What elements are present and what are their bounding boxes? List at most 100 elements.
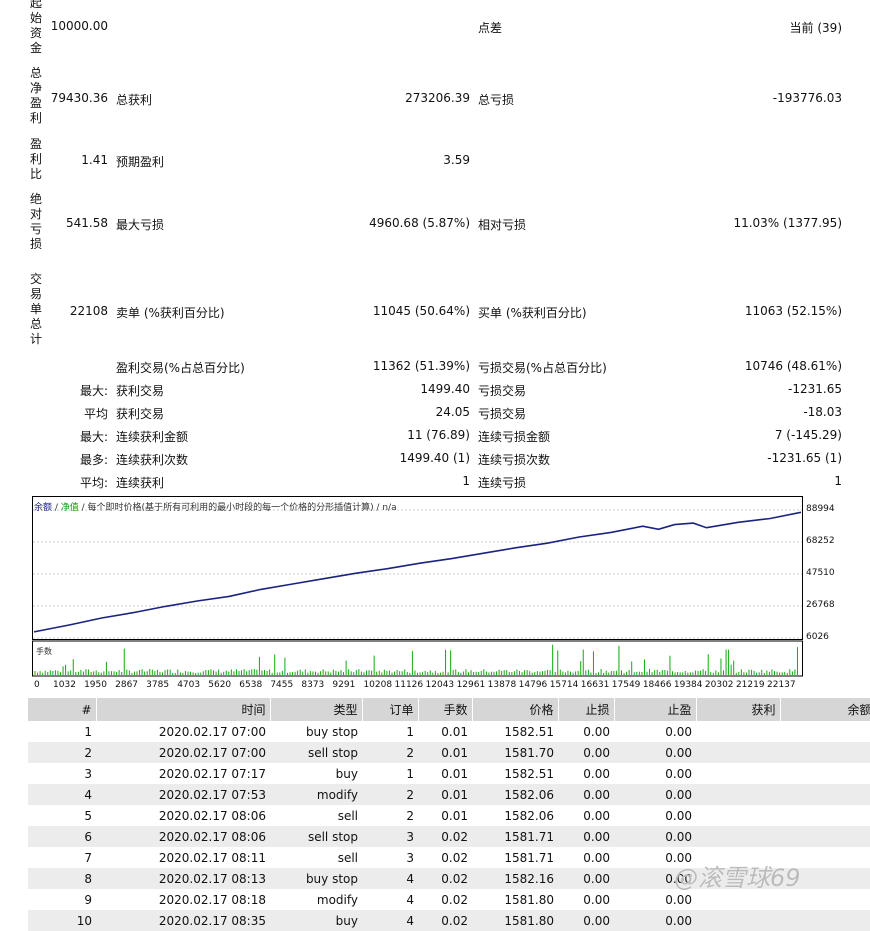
table-cell: 0.00 [558, 868, 614, 889]
table-cell: 4 [362, 910, 418, 931]
x-tick-label: 11126 [394, 680, 424, 690]
table-row[interactable]: 1 2020.02.17 07:00 buy stop 1 0.01 1582.51 0.0… [28, 721, 870, 742]
x-tick-label: 12043 [425, 680, 455, 690]
stats-row-value-left: 1499.40 [420, 382, 470, 396]
table-row[interactable]: 8 2020.02.17 08:13 buy stop 4 0.02 1582.16 0.0… [28, 868, 870, 889]
table-cell [780, 826, 870, 847]
table-cell: modify [270, 784, 362, 805]
table-row[interactable]: 7 2020.02.17 08:11 sell 3 0.02 1581.71 0.00 0.0… [28, 847, 870, 868]
table-cell: 4 [28, 784, 96, 805]
profit-factor-row: 盈利比 1.41 预期盈利 3.59 [0, 137, 870, 187]
table-cell [696, 721, 780, 742]
col-header[interactable]: 时间 [96, 698, 271, 721]
table-cell: 0.01 [418, 721, 472, 742]
abs-drawdown-value: 541.58 [66, 216, 108, 230]
col-header[interactable]: 止损 [558, 698, 615, 721]
x-tick-label: 20302 [704, 680, 734, 690]
table-cell: sell [270, 847, 362, 868]
watermark: @滚雪球69 [674, 864, 801, 892]
col-header[interactable]: # [28, 698, 97, 721]
col-header[interactable]: 获利 [696, 698, 781, 721]
table-cell: 3 [28, 763, 96, 784]
x-tick-label: 5620 [208, 680, 232, 690]
gross-loss-label: 总亏损 [478, 93, 515, 107]
max-drawdown-label: 最大亏损 [116, 218, 165, 232]
legend-separator: / [52, 503, 61, 513]
x-tick-label: 14796 [518, 680, 548, 690]
legend-balance: 余额 [34, 503, 53, 513]
table-cell: 3 [362, 826, 418, 847]
balance-graph [32, 496, 803, 678]
col-header[interactable]: 余额 [780, 698, 870, 721]
table-cell: 1582.51 [472, 763, 558, 784]
table-cell: sell [270, 805, 362, 826]
stats-row-value-right: -18.03 [803, 405, 842, 419]
initial-deposit-value: 10000.00 [50, 19, 108, 33]
table-cell: 2020.02.17 08:35 [96, 910, 270, 931]
table-cell: 2020.02.17 07:00 [96, 742, 270, 763]
table-row[interactable]: 10 2020.02.17 08:35 buy 4 0.02 1581.80 0.00 0.0… [28, 910, 870, 931]
stats-row-value-left: 24.05 [435, 405, 470, 419]
table-cell: 0.01 [418, 742, 472, 763]
table-cell: 0.00 [614, 763, 696, 784]
table-cell: 0.02 [418, 868, 472, 889]
table-row[interactable]: 6 2020.02.17 08:06 sell stop 3 0.02 1581.71 0.… [28, 826, 870, 847]
table-cell: 0.00 [558, 784, 614, 805]
table-cell: 2 [362, 742, 418, 763]
table-cell: 0.00 [614, 868, 696, 889]
table-row[interactable]: 5 2020.02.17 08:06 sell 2 0.01 1582.06 0.00 0.0… [28, 805, 870, 826]
x-tick-label: 17549 [611, 680, 641, 690]
stats-row-prefix: 平均 [83, 407, 108, 421]
table-cell [696, 868, 780, 889]
table-cell: 2020.02.17 07:00 [96, 721, 270, 742]
stats-row-value-right: 10746 (48.61%) [744, 359, 842, 373]
table-cell [696, 742, 780, 763]
stats-row-label-right: 亏损交易(%占总百分比) [478, 361, 607, 375]
table-cell [696, 784, 780, 805]
table-cell [780, 847, 870, 868]
stats-row-label-left: 获利交易 [116, 407, 165, 421]
gross-loss-value: -193776.03 [772, 91, 842, 105]
table-cell: 0.00 [614, 847, 696, 868]
orders-header-row: # 时间 类型 订单 手数 价格 止损 止盈 获利 余额 [28, 698, 870, 721]
stats-row-label-right: 亏损交易 [478, 384, 527, 398]
table-cell: 0.00 [558, 805, 614, 826]
table-cell [696, 910, 780, 931]
col-header[interactable]: 手数 [418, 698, 473, 721]
stats-row-prefix: 最大: [79, 384, 108, 398]
table-cell: 1582.51 [472, 721, 558, 742]
table-cell [780, 910, 870, 931]
table-row[interactable]: 2 2020.02.17 07:00 sell stop 2 0.01 1581.70 0.… [28, 742, 870, 763]
table-cell: 0.00 [614, 805, 696, 826]
stats-row-value-right: -1231.65 (1) [767, 451, 842, 465]
x-tick-label: 22137 [767, 680, 796, 690]
col-header[interactable]: 价格 [472, 698, 559, 721]
x-tick-label: 13878 [487, 680, 517, 690]
table-cell [780, 784, 870, 805]
table-row[interactable]: 3 2020.02.17 07:17 buy 1 0.01 1582.51 0.00 0.00 [28, 763, 870, 784]
col-header[interactable]: 止盈 [614, 698, 697, 721]
table-cell [780, 763, 870, 784]
plot-frame [32, 496, 803, 640]
table-cell [696, 763, 780, 784]
table-cell [780, 868, 870, 889]
x-tick-label: 1032 [53, 680, 76, 690]
col-header[interactable]: 订单 [362, 698, 419, 721]
col-header[interactable]: 类型 [270, 698, 363, 721]
table-cell: 0.00 [558, 721, 614, 742]
legend-description: / 每个即时价格(基于所有可利用的最小时段的每一个价格的分形插值计算) / n/… [78, 503, 397, 513]
table-cell [780, 742, 870, 763]
spread-value: 当前 (39) [789, 21, 842, 35]
stats-row-prefix: 最多: [79, 453, 108, 467]
net-profit-label: 总净盈利 [29, 66, 42, 125]
table-cell: 1581.71 [472, 826, 558, 847]
rel-drawdown-value: 11.03% (1377.95) [733, 216, 842, 230]
x-tick-label: 7455 [270, 680, 294, 690]
table-row[interactable]: 4 2020.02.17 07:53 modify 2 0.01 1582.06 0.00 0… [28, 784, 870, 805]
table-cell: 1 [362, 763, 418, 784]
rel-drawdown-label: 相对亏损 [478, 218, 527, 232]
table-row[interactable]: 9 2020.02.17 08:18 modify 4 0.02 1581.80 0.00 0… [28, 889, 870, 910]
table-cell: 5 [28, 805, 96, 826]
table-cell: 1 [362, 721, 418, 742]
table-cell: buy [270, 910, 362, 931]
